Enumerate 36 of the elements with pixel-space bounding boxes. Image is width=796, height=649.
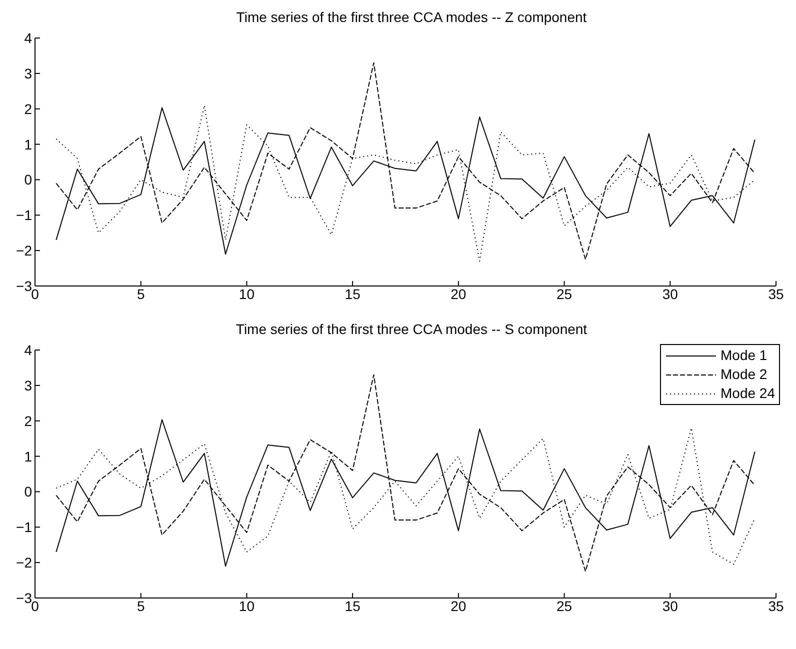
y-tick-label: −3 <box>16 590 32 606</box>
x-tick-label: 20 <box>450 598 466 614</box>
y-tick-label: −1 <box>16 207 32 224</box>
y-tick-label: −1 <box>16 519 32 536</box>
y-tick-label: 3 <box>24 377 32 394</box>
x-tick-label: 5 <box>136 598 145 614</box>
line-series <box>56 62 756 260</box>
y-tick-label: 2 <box>24 412 32 429</box>
x-tick-label: 30 <box>662 286 678 302</box>
chart-title: Time series of the first three CCA modes -- S component <box>234 320 588 339</box>
y-tick-label: 1 <box>24 136 32 152</box>
legend-label: Mode 1 <box>720 346 768 365</box>
y-tick-label: 4 <box>24 342 32 358</box>
chart-title: Time series of the first three CCA modes -- Z component <box>235 8 588 27</box>
y-tick-label: 2 <box>24 100 32 117</box>
x-tick-label: 25 <box>556 286 572 302</box>
y-tick-label: 0 <box>24 484 32 500</box>
legend-label: Mode 24 <box>720 384 775 403</box>
x-tick-label: 15 <box>344 286 361 302</box>
legend-label: Mode 2 <box>720 365 768 384</box>
y-tick-label: 4 <box>24 30 32 46</box>
y-tick-label: 1 <box>24 448 32 464</box>
y-tick-label: −2 <box>16 242 32 259</box>
x-tick-label: 25 <box>556 598 572 614</box>
x-tick-label: 35 <box>768 286 784 302</box>
x-tick-label: 20 <box>450 286 466 302</box>
y-tick-label: −2 <box>16 554 32 571</box>
y-tick-label: −3 <box>16 278 32 294</box>
y-tick-label: 3 <box>24 65 32 82</box>
x-tick-label: 10 <box>238 286 255 302</box>
x-tick-label: 30 <box>662 598 678 614</box>
x-tick-label: 15 <box>344 598 361 614</box>
x-tick-label: 35 <box>768 598 784 614</box>
x-tick-label: 10 <box>238 598 255 614</box>
x-tick-label: 5 <box>136 286 145 302</box>
y-tick-label: 0 <box>24 172 32 188</box>
